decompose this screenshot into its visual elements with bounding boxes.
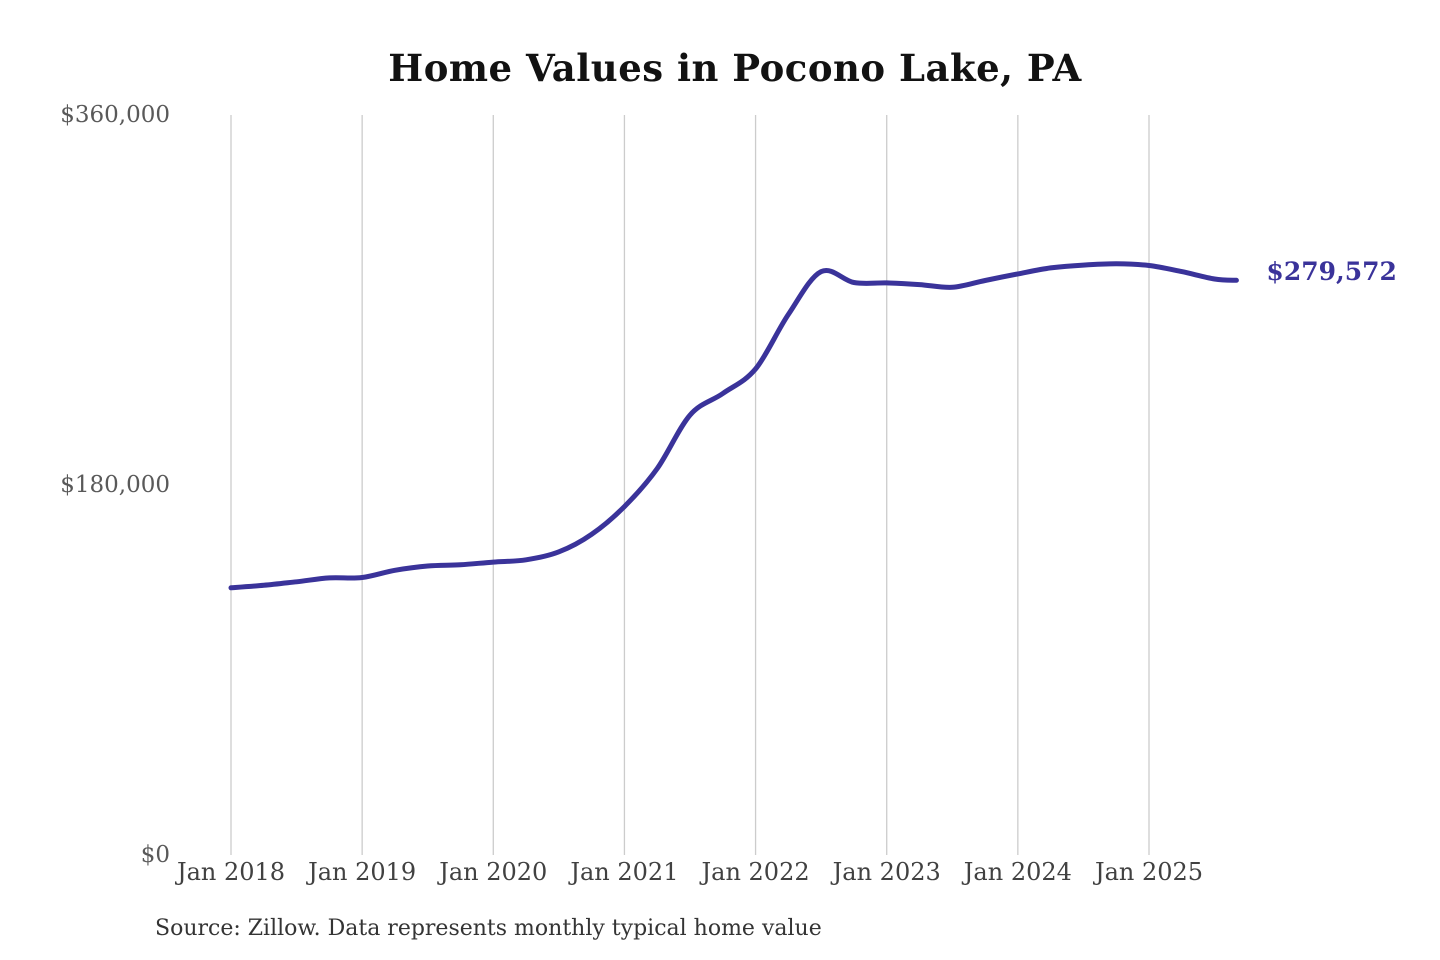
y-axis-tick-label: $0	[140, 842, 170, 868]
x-axis-tick-label: Jan 2023	[832, 858, 941, 886]
x-axis-tick-label: Jan 2025	[1094, 858, 1204, 886]
x-axis-tick-label: Jan 2022	[701, 858, 810, 886]
home-value-line	[228, 261, 1239, 591]
current-value-label: $279,572	[1266, 257, 1397, 287]
chart-title: Home Values in Pocono Lake, PA	[388, 46, 1082, 90]
x-axis-tick-label: Jan 2020	[439, 858, 548, 886]
source-note: Source: Zillow. Data represents monthly …	[155, 916, 822, 941]
x-axis-tick-label: Jan 2021	[570, 858, 679, 886]
y-axis-tick-label: $180,000	[60, 472, 170, 498]
x-axis-tick-label: Jan 2019	[308, 858, 417, 886]
x-axis-tick-label: Jan 2024	[963, 858, 1072, 886]
y-axis-tick-label: $360,000	[60, 102, 170, 128]
x-axis-tick-label: Jan 2018	[176, 858, 286, 886]
